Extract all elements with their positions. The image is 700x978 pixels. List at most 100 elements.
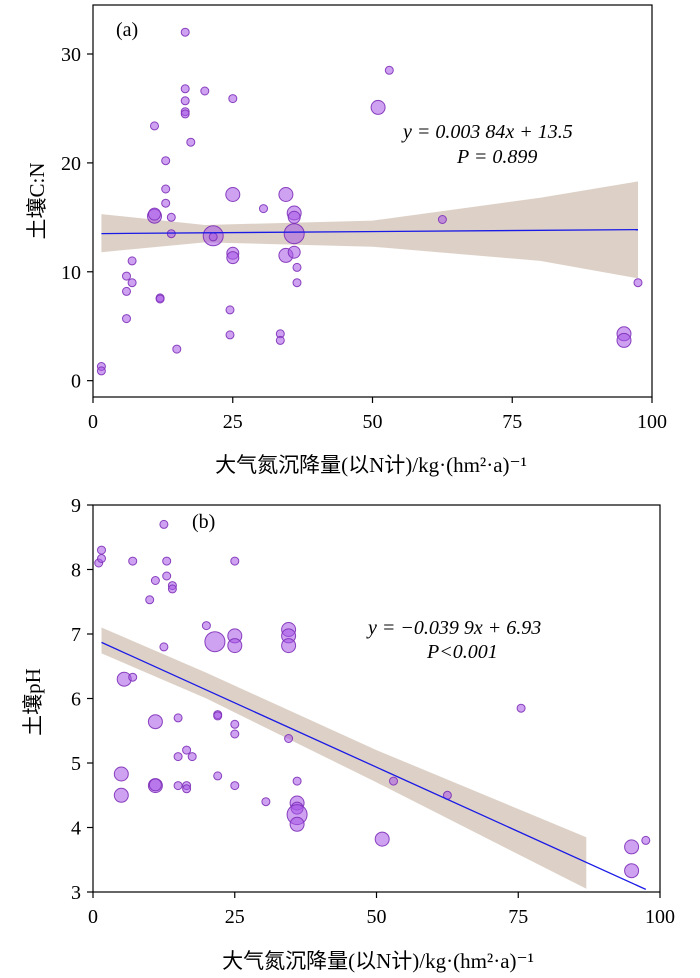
panel-a-data-point — [225, 305, 235, 315]
panel-b-y-tick-label: 7 — [71, 624, 81, 646]
panel-b-data-point — [374, 831, 390, 847]
panel-b-data-point — [173, 781, 183, 791]
panel-a-data-point — [200, 86, 210, 96]
panel-b-data-point — [201, 621, 211, 631]
panel-a-data-point — [96, 366, 106, 376]
panel-a-data-point — [225, 187, 241, 202]
panel-a-data-point — [275, 335, 285, 345]
panel-a-data-point — [127, 256, 137, 266]
panel-b-x-tick-label: 0 — [88, 906, 98, 928]
panel-b-data-point — [97, 545, 106, 555]
panel-b-data-point — [159, 519, 169, 529]
panel-a-data-point — [259, 204, 268, 214]
panel-b-y-tick-label: 3 — [71, 882, 81, 904]
panel-b-p-value: P<0.001 — [426, 641, 498, 663]
panel-a-data-point — [228, 94, 238, 104]
panel-a-data-point — [208, 232, 218, 242]
panel-a-label: (a) — [116, 19, 138, 41]
panel-a-plot-area — [96, 27, 643, 376]
panel-b-data-point — [145, 595, 155, 605]
panel-b-y-axis-label: 土壤pH — [21, 668, 45, 736]
panel-b-data-point — [162, 571, 172, 581]
panel-b-chart: (b) y = −0.039 9x + 6.93 P<0.001 土壤pH 大气… — [21, 495, 675, 973]
panel-b-equation: y = −0.039 9x + 6.93 — [366, 617, 541, 639]
panel-a-x-tick-label: 50 — [363, 411, 383, 433]
panel-b-data-point — [261, 797, 271, 807]
panel-b-data-point — [173, 713, 183, 723]
panel-a-data-point — [287, 210, 301, 224]
panel-a-data-point — [384, 65, 394, 75]
panel-a-x-tick-label: 0 — [88, 411, 98, 433]
panel-b-x-tick-label: 100 — [645, 906, 675, 928]
panel-b-data-point — [128, 672, 138, 682]
panel-a-data-point — [166, 212, 176, 222]
panel-b-data-point — [284, 734, 294, 743]
panel-a-data-point — [172, 344, 182, 354]
panel-b-plot-area — [94, 519, 651, 890]
panel-b-x-axis-label: 大气氮沉降量(以N计)/kg·(hm²·a)⁻¹ — [222, 949, 534, 973]
panel-b-data-point — [624, 863, 640, 879]
panel-b-label: (b) — [192, 511, 215, 533]
panel-b-data-point — [162, 556, 172, 566]
panel-b-data-point — [641, 835, 651, 845]
panel-a-data-point — [180, 84, 190, 94]
panel-b-data-point — [173, 752, 183, 762]
panel-a-data-point — [616, 332, 632, 348]
panel-a-data-point — [161, 184, 171, 194]
panel-a-x-axis-label: 大气氮沉降量(以N计)/kg·(hm²·a)⁻¹ — [215, 453, 527, 477]
panel-b-data-point — [213, 711, 223, 721]
panel-a-x-tick-label: 75 — [502, 411, 522, 433]
panel-a-data-point — [283, 223, 305, 245]
panel-a-chart: (a) y = 0.003 84x + 13.5 P = 0.899 土壤C:N… — [25, 4, 667, 477]
panel-b-data-point — [230, 556, 240, 566]
panel-b-data-point — [516, 703, 526, 713]
panel-b-data-point — [230, 729, 240, 739]
panel-a-data-point — [226, 251, 240, 265]
panel-a-y-tick-label: 0 — [71, 371, 81, 393]
panel-a-data-point — [292, 278, 302, 288]
panel-a-data-point — [370, 99, 386, 115]
panel-b-y-tick-label: 8 — [71, 560, 81, 582]
panel-a-data-point — [287, 245, 301, 259]
panel-b-y-tick-label: 9 — [71, 495, 81, 517]
panel-b-data-point — [187, 752, 197, 762]
panel-b-data-point — [148, 778, 162, 792]
panel-a-data-point — [148, 207, 161, 221]
panel-b-y-tick-label: 6 — [71, 689, 81, 711]
panel-b-data-point — [97, 554, 106, 563]
panel-a-data-point — [186, 137, 196, 147]
panel-a-data-point — [161, 198, 171, 208]
panel-b-y-tick-label: 5 — [71, 753, 81, 775]
panel-a-data-point — [150, 121, 159, 131]
panel-b-x-tick-label: 25 — [225, 906, 245, 928]
panel-b-x-tick-label: 75 — [508, 906, 528, 928]
panel-a-x-tick-label: 100 — [637, 411, 667, 433]
panel-a-x-tick-label: 25 — [223, 411, 243, 433]
panel-b-data-point — [624, 839, 640, 855]
panel-b-regression-line — [101, 641, 647, 890]
panel-b-data-point — [182, 784, 192, 794]
panel-b-confidence-band — [101, 627, 587, 889]
panel-b-data-point — [292, 776, 302, 786]
panel-b-x-tick-label: 50 — [367, 906, 387, 928]
panel-a-data-point — [180, 109, 190, 119]
panel-a-data-point — [180, 27, 190, 37]
panel-b-data-point — [113, 787, 129, 803]
panel-b-data-point — [281, 638, 297, 654]
panel-b-data-point — [230, 781, 240, 791]
panel-b-data-point — [389, 776, 398, 786]
panel-a-data-point — [633, 278, 643, 288]
panel-a-data-point — [155, 294, 165, 304]
panel-a-y-axis-label: 土壤C:N — [25, 162, 49, 239]
panel-a-y-tick-label: 30 — [61, 44, 81, 66]
panel-b-data-point — [150, 576, 160, 585]
panel-b-data-point — [204, 631, 226, 653]
panel-b-data-point — [289, 816, 305, 832]
panel-a-data-point — [292, 262, 302, 272]
panel-b-data-point — [159, 642, 169, 652]
panel-b-data-point — [167, 584, 177, 594]
panel-b-data-point — [147, 714, 163, 730]
panel-b-data-point — [182, 745, 192, 755]
panel-b-data-point — [128, 556, 138, 566]
